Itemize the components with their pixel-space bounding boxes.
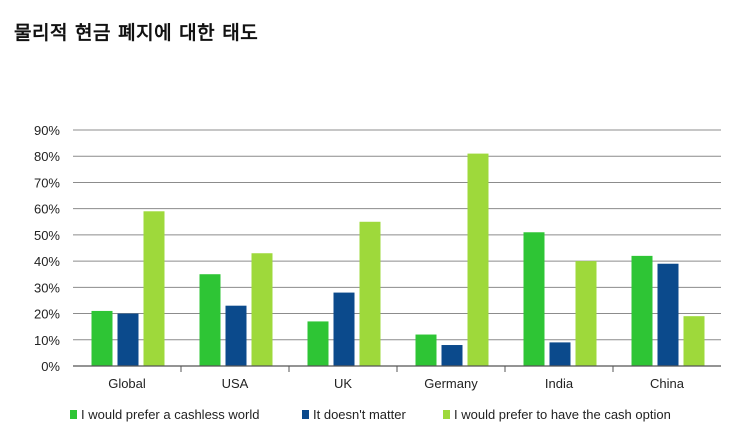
bar-china-series-1 bbox=[631, 255, 653, 366]
bar-uk-series-3 bbox=[359, 221, 381, 366]
bars bbox=[91, 153, 705, 366]
y-tick-label: 60% bbox=[34, 202, 60, 217]
bar-global-series-1 bbox=[91, 310, 113, 366]
bar-uk-series-2 bbox=[333, 292, 355, 366]
chart-title: 물리적 현금 폐지에 대한 태도 bbox=[14, 22, 259, 44]
legend: I would prefer a cashless world It doesn'… bbox=[70, 407, 671, 422]
y-tick-label: 20% bbox=[34, 307, 60, 322]
y-tick-label: 80% bbox=[34, 149, 60, 164]
bar-china-series-2 bbox=[657, 263, 679, 366]
bar-germany-series-2 bbox=[441, 345, 463, 366]
x-tick-label: USA bbox=[222, 376, 249, 391]
bar-india-series-2 bbox=[549, 342, 571, 366]
bar-india-series-3 bbox=[575, 261, 597, 366]
x-tick-label: China bbox=[650, 376, 685, 391]
bar-global-series-3 bbox=[143, 211, 165, 366]
legend-label: I would prefer a cashless world bbox=[81, 407, 259, 422]
y-tick-label: 90% bbox=[34, 123, 60, 138]
legend-swatch bbox=[70, 410, 77, 419]
bar-usa-series-1 bbox=[199, 274, 221, 366]
legend-label: I would prefer to have the cash option bbox=[454, 407, 671, 422]
legend-label: It doesn't matter bbox=[313, 407, 406, 422]
bar-global-series-2 bbox=[117, 313, 139, 366]
x-axis: Global USA UK Germany India China bbox=[73, 365, 721, 391]
y-tick-label: 40% bbox=[34, 254, 60, 269]
x-tick-label: Global bbox=[108, 376, 146, 391]
x-tick-label: India bbox=[545, 376, 574, 391]
gridlines bbox=[73, 129, 721, 341]
x-tick-label: UK bbox=[334, 376, 352, 391]
y-tick-label: 70% bbox=[34, 175, 60, 190]
y-tick-label: 30% bbox=[34, 280, 60, 295]
y-tick-label: 10% bbox=[34, 333, 60, 348]
bar-germany-series-1 bbox=[415, 334, 437, 366]
y-tick-label: 0% bbox=[41, 359, 60, 374]
y-axis-ticks: 0% 10% 20% 30% 40% 50% 60% 70% 80% 90% bbox=[34, 123, 60, 374]
bar-usa-series-3 bbox=[251, 253, 273, 366]
bar-uk-series-1 bbox=[307, 321, 329, 366]
y-tick-label: 50% bbox=[34, 228, 60, 243]
bar-germany-series-3 bbox=[467, 153, 489, 366]
legend-swatch bbox=[443, 410, 450, 419]
bar-china-series-3 bbox=[683, 316, 705, 366]
bar-india-series-1 bbox=[523, 232, 545, 366]
legend-swatch bbox=[302, 410, 309, 419]
x-tick-label: Germany bbox=[424, 376, 478, 391]
bar-usa-series-2 bbox=[225, 305, 247, 366]
